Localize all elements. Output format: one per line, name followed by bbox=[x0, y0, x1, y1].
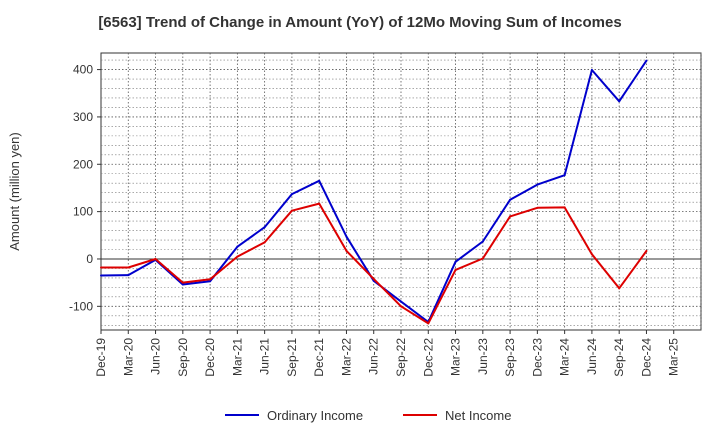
x-tick-label: Dec-19 bbox=[94, 338, 108, 377]
data-point bbox=[590, 69, 593, 72]
x-tick-label: Jun-23 bbox=[476, 338, 490, 375]
data-point bbox=[236, 255, 239, 258]
x-tick-label: Dec-22 bbox=[421, 338, 435, 377]
data-point bbox=[509, 215, 512, 218]
data-point bbox=[536, 206, 539, 209]
series-layer bbox=[100, 59, 648, 325]
data-point bbox=[263, 226, 266, 229]
data-point bbox=[290, 209, 293, 212]
data-point bbox=[181, 281, 184, 284]
data-point bbox=[563, 174, 566, 177]
data-point bbox=[345, 249, 348, 252]
y-tick-label: 100 bbox=[73, 205, 93, 219]
x-tick-label: Jun-20 bbox=[149, 338, 163, 375]
data-point bbox=[536, 183, 539, 186]
data-point bbox=[181, 283, 184, 286]
y-tick-label: 400 bbox=[73, 63, 93, 77]
legend: Ordinary Income Net Income bbox=[225, 408, 511, 423]
data-point bbox=[563, 206, 566, 209]
data-point bbox=[645, 249, 648, 252]
data-point bbox=[100, 266, 102, 269]
y-tick-label: -100 bbox=[69, 299, 93, 313]
x-tick-label: Jun-22 bbox=[367, 338, 381, 375]
data-point bbox=[372, 277, 375, 280]
x-tick-label: Dec-23 bbox=[530, 338, 544, 377]
data-point bbox=[427, 322, 430, 325]
data-point bbox=[154, 257, 157, 260]
legend-label: Net Income bbox=[445, 408, 511, 423]
data-point bbox=[590, 253, 593, 256]
x-tick-label: Mar-20 bbox=[121, 338, 135, 376]
x-tick-label: Sep-21 bbox=[285, 338, 299, 377]
x-tick-label: Sep-20 bbox=[176, 338, 190, 377]
x-tick-label: Mar-21 bbox=[230, 338, 244, 376]
data-point bbox=[209, 280, 212, 283]
x-tick-label: Jun-24 bbox=[585, 338, 599, 375]
x-tick-label: Sep-23 bbox=[503, 338, 517, 377]
x-tick-label: Sep-24 bbox=[612, 338, 626, 377]
data-point bbox=[209, 278, 212, 281]
data-point bbox=[127, 274, 130, 277]
data-point bbox=[236, 245, 239, 248]
data-point bbox=[645, 59, 648, 62]
axis-layer: -100 0 100 200 300 400 Dec-19 Mar-20 Jun-20 Sep-2… bbox=[7, 63, 681, 377]
data-point bbox=[318, 202, 321, 205]
data-point bbox=[100, 274, 102, 277]
x-tick-label: Mar-22 bbox=[339, 338, 353, 376]
data-point bbox=[345, 235, 348, 238]
data-point bbox=[454, 268, 457, 271]
x-tick-label: Dec-21 bbox=[312, 338, 326, 377]
x-tick-label: Sep-22 bbox=[394, 338, 408, 377]
y-tick-label: 200 bbox=[73, 157, 93, 171]
y-axis-title: Amount (million yen) bbox=[7, 132, 22, 251]
data-point bbox=[290, 193, 293, 196]
x-tick-label: Mar-25 bbox=[667, 338, 681, 376]
x-tick-label: Dec-20 bbox=[203, 338, 217, 377]
x-tick-label: Mar-24 bbox=[558, 338, 572, 376]
data-point bbox=[400, 300, 402, 303]
legend-label: Ordinary Income bbox=[267, 408, 363, 423]
grid-layer bbox=[100, 52, 702, 331]
data-point bbox=[454, 260, 457, 263]
x-tick-label: Mar-23 bbox=[449, 338, 463, 376]
data-point bbox=[618, 287, 621, 290]
x-tick-label: Jun-21 bbox=[258, 338, 272, 375]
data-point bbox=[400, 305, 402, 308]
data-point bbox=[481, 257, 484, 260]
y-tick-label: 300 bbox=[73, 110, 93, 124]
data-point bbox=[618, 100, 621, 103]
data-point bbox=[318, 179, 321, 182]
data-point bbox=[509, 198, 512, 201]
y-tick-label: 0 bbox=[86, 252, 93, 266]
data-point bbox=[263, 241, 266, 244]
x-tick-label: Dec-24 bbox=[639, 338, 653, 377]
data-point bbox=[481, 240, 484, 243]
chart-title: [6563] Trend of Change in Amount (YoY) o… bbox=[98, 14, 622, 31]
data-point bbox=[127, 266, 130, 269]
